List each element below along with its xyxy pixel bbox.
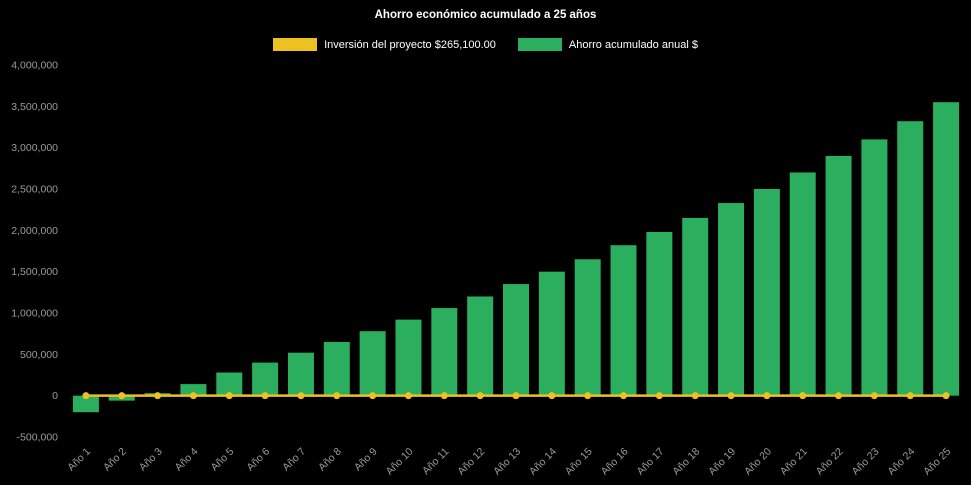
bar-año-23[interactable]	[861, 139, 888, 396]
chart-title: Ahorro económico acumulado a 25 años	[374, 9, 597, 21]
x-axis-label: Año 16	[599, 446, 631, 478]
bar-año-15[interactable]	[574, 259, 601, 396]
x-axis-label: Año 10	[384, 446, 416, 478]
investment-point-año-15[interactable]	[584, 392, 592, 400]
bar-año-19[interactable]	[718, 203, 745, 396]
bar-año-21[interactable]	[789, 172, 816, 396]
y-axis-tick: 500,000	[20, 349, 58, 361]
x-axis-label: Año 19	[706, 446, 738, 478]
investment-point-año-24[interactable]	[906, 392, 914, 400]
bar-año-6[interactable]	[252, 362, 279, 396]
y-axis-tick: 4,000,000	[11, 60, 58, 72]
bar-año-10[interactable]	[395, 319, 422, 396]
legend-item-savings[interactable]: Ahorro acumulado anual $	[517, 38, 698, 51]
x-axis-label: Año 8	[316, 446, 344, 474]
legend-label-investment: Inversión del proyecto $265,100.00	[324, 38, 496, 51]
x-axis-label: Año 1	[65, 446, 93, 474]
investment-point-año-12[interactable]	[476, 392, 484, 400]
investment-point-año-16[interactable]	[620, 392, 628, 400]
bar-año-12[interactable]	[467, 296, 494, 396]
investment-point-año-18[interactable]	[691, 392, 699, 400]
investment-point-año-23[interactable]	[870, 392, 878, 400]
legend-label-savings: Ahorro acumulado anual $	[568, 38, 698, 51]
investment-point-año-19[interactable]	[727, 392, 735, 400]
bar-año-7[interactable]	[287, 352, 314, 396]
x-axis-label: Año 11	[420, 446, 452, 478]
x-axis-label: Año 25	[921, 446, 953, 478]
x-axis-label: Año 17	[634, 446, 666, 478]
x-axis-label: Año 20	[742, 446, 774, 478]
x-axis-label: Año 24	[885, 446, 917, 478]
x-axis-label: Año 7	[280, 446, 308, 474]
x-axis-label: Año 2	[101, 446, 129, 474]
investment-point-año-2[interactable]	[118, 392, 126, 400]
investment-point-año-13[interactable]	[512, 392, 520, 400]
bar-año-13[interactable]	[503, 284, 529, 396]
legend-swatch-investment	[273, 38, 318, 51]
investment-point-año-25[interactable]	[942, 392, 950, 400]
investment-point-año-4[interactable]	[189, 392, 197, 400]
investment-point-año-9[interactable]	[369, 392, 377, 400]
investment-point-año-14[interactable]	[548, 392, 556, 400]
bar-año-17[interactable]	[646, 231, 673, 396]
y-axis-tick: 2,500,000	[11, 184, 58, 196]
investment-point-año-10[interactable]	[404, 392, 412, 400]
y-axis-tick: 0	[52, 390, 58, 402]
x-axis-label: Año 22	[814, 446, 846, 478]
y-axis-tick: 1,500,000	[11, 266, 58, 278]
bar-año-14[interactable]	[538, 271, 565, 396]
bar-año-11[interactable]	[431, 308, 458, 396]
x-axis-label: Año 14	[527, 446, 559, 478]
y-axis-tick: 1,000,000	[11, 308, 58, 320]
x-axis-label: Año 18	[670, 446, 702, 478]
investment-point-año-3[interactable]	[154, 392, 162, 400]
x-axis-label: Año 9	[352, 446, 380, 474]
bar-año-8[interactable]	[323, 341, 350, 396]
x-axis-label: Año 5	[209, 446, 237, 474]
y-axis-tick: 3,000,000	[11, 142, 58, 154]
bar-año-25[interactable]	[933, 102, 960, 396]
investment-point-año-20[interactable]	[763, 392, 771, 400]
x-axis-label: Año 13	[491, 446, 523, 478]
legend: Inversión del proyecto $265,100.00 Ahorr…	[0, 38, 971, 51]
investment-point-año-1[interactable]	[82, 392, 90, 400]
x-axis-label: Año 6	[244, 446, 272, 474]
bar-año-1[interactable]	[72, 395, 99, 413]
legend-swatch-savings	[517, 38, 562, 51]
bar-año-20[interactable]	[753, 189, 780, 396]
investment-point-año-5[interactable]	[225, 392, 233, 400]
x-axis-label: Año 15	[563, 446, 595, 478]
investment-point-año-21[interactable]	[799, 392, 807, 400]
bar-año-22[interactable]	[825, 155, 852, 396]
bar-año-5[interactable]	[216, 372, 243, 396]
investment-point-año-22[interactable]	[835, 392, 843, 400]
x-axis-label: Año 21	[778, 446, 810, 478]
y-axis-tick: 3,500,000	[11, 101, 58, 113]
bar-año-16[interactable]	[610, 245, 637, 396]
y-axis-tick: 2,000,000	[11, 225, 58, 237]
investment-point-año-11[interactable]	[440, 392, 448, 400]
bar-año-24[interactable]	[897, 121, 924, 396]
x-axis-label: Año 12	[455, 446, 487, 478]
investment-point-año-7[interactable]	[297, 392, 305, 400]
y-axis-tick: -500,000	[17, 432, 59, 444]
x-axis-label: Año 23	[850, 446, 882, 478]
x-axis-label: Año 4	[173, 446, 201, 474]
bar-año-9[interactable]	[359, 331, 386, 396]
investment-point-año-6[interactable]	[261, 392, 269, 400]
bar-año-4[interactable]	[180, 384, 207, 396]
legend-item-investment[interactable]: Inversión del proyecto $265,100.00	[273, 38, 496, 51]
x-axis-label: Año 3	[137, 446, 165, 474]
bar-año-18[interactable]	[682, 217, 709, 396]
investment-point-año-17[interactable]	[655, 392, 663, 400]
investment-point-año-8[interactable]	[333, 392, 341, 400]
